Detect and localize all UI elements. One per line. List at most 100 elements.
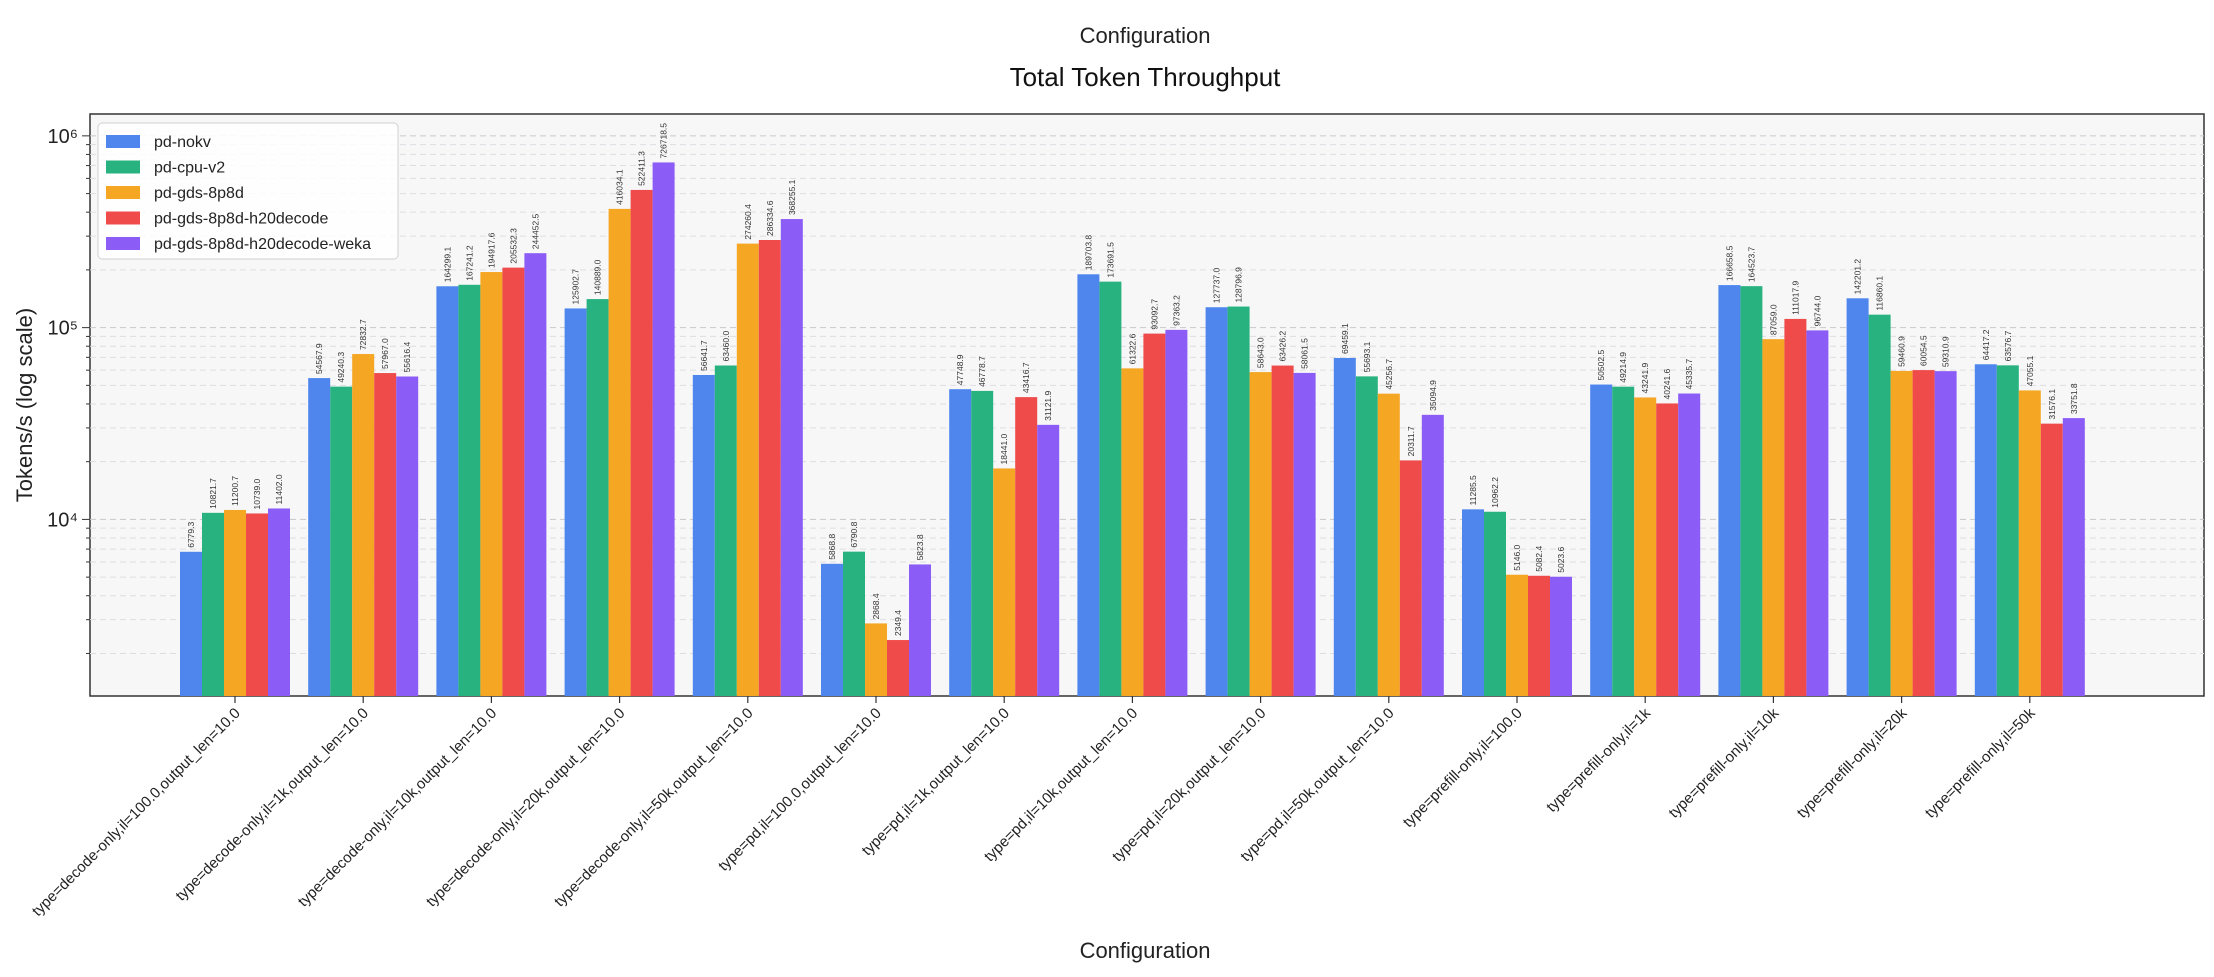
value-label: 116860.1 (1875, 276, 1885, 311)
y-tick-label: 10⁴ (47, 509, 78, 531)
x-tick-label: type=pd,il=1k,output_len=10.0 (859, 705, 1013, 859)
top-configuration-label: Configuration (1080, 23, 1211, 48)
bar-pd-gds-8p8d-h20decode-3 (630, 189, 653, 697)
bar-pd-gds-8p8d-h20decode-weka-1 (396, 376, 419, 696)
bar-pd-gds-8p8d-12 (1762, 339, 1785, 696)
bar-pd-gds-8p8d-h20decode-8 (1271, 365, 1294, 696)
y-axis-label: Tokens/s (log scale) (12, 308, 37, 502)
value-label: 49214.9 (1618, 352, 1628, 383)
value-label: 11200.7 (230, 476, 240, 506)
value-label: 56641.7 (699, 340, 709, 371)
bar-pd-gds-8p8d-h20decode-weka-3 (652, 162, 675, 696)
bar-pd-gds-8p8d-h20decode-10 (1528, 575, 1550, 696)
value-label: 61322.6 (1127, 333, 1137, 364)
value-label: 63460.0 (721, 331, 731, 362)
value-label: 5023.6 (1556, 546, 1566, 572)
bar-pd-gds-8p8d-h20decode-1 (374, 373, 397, 696)
bar-pd-gds-8p8d-9 (1377, 393, 1400, 696)
x-tick-label: type=prefill-only,il=100.0 (1400, 705, 1526, 831)
bar-pd-gds-8p8d-h20decode-2 (502, 267, 525, 696)
x-axis: type=decode-only,il=100.0,output_len=10.… (29, 696, 2039, 920)
bar-pd-gds-8p8d-h20decode-weka-9 (1421, 414, 1444, 696)
value-label: 10739.0 (252, 478, 262, 509)
bar-pd-cpu-v2-2 (458, 284, 481, 696)
bar-pd-gds-8p8d-h20decode-weka-14 (2062, 418, 2085, 696)
value-label: 45335.7 (1684, 359, 1694, 390)
value-label: 5868.8 (827, 534, 837, 560)
value-label: 60054.5 (1919, 335, 1929, 366)
bar-pd-cpu-v2-10 (1484, 511, 1506, 696)
bar-pd-gds-8p8d-h20decode-weka-12 (1806, 330, 1829, 696)
bar-pd-cpu-v2-11 (1612, 386, 1635, 696)
bar-pd-nokv-2 (436, 286, 459, 696)
value-label: 140889.0 (593, 259, 603, 295)
value-label: 97363.2 (1171, 295, 1181, 326)
bar-pd-gds-8p8d-h20decode-weka-11 (1678, 393, 1701, 696)
x-axis-label: Configuration (1080, 938, 1211, 963)
value-label: 87059.0 (1768, 304, 1778, 335)
value-label: 522411.3 (637, 151, 647, 186)
bar-pd-gds-8p8d-h20decode-weka-4 (780, 219, 803, 696)
value-label: 58643.0 (1256, 337, 1266, 368)
bar-pd-gds-8p8d-2 (480, 272, 503, 696)
value-label: 45256.7 (1384, 359, 1394, 390)
value-label: 50502.5 (1596, 350, 1606, 381)
bar-pd-gds-8p8d-h20decode-weka-6 (1037, 424, 1060, 696)
value-label: 5146.0 (1512, 544, 1522, 570)
value-labels-group: 6779.3 10821.7 11200.7 10739.0 11402.0 54567.… (186, 123, 2079, 636)
bar-pd-gds-8p8d-3 (608, 208, 631, 697)
value-label: 205532.3 (508, 228, 518, 264)
x-tick-label: type=prefill-only,il=20k (1794, 704, 1911, 821)
bar-pd-gds-8p8d-10 (1506, 574, 1528, 696)
value-label: 69459.1 (1340, 323, 1350, 354)
value-label: 416034.1 (615, 169, 625, 205)
bar-pd-nokv-0 (180, 551, 202, 696)
bar-pd-gds-8p8d-h20decode-9 (1399, 460, 1422, 696)
value-label: 40241.6 (1662, 368, 1672, 399)
bar-pd-cpu-v2-4 (714, 365, 737, 696)
value-label: 31121.9 (1043, 390, 1053, 420)
value-label: 96744.0 (1812, 295, 1822, 326)
bar-pd-gds-8p8d-0 (224, 509, 246, 696)
value-label: 93092.7 (1149, 299, 1159, 330)
value-label: 6790.8 (849, 521, 859, 547)
value-label: 2349.4 (893, 610, 903, 636)
bar-pd-gds-8p8d-5 (865, 623, 887, 696)
value-label: 47748.9 (955, 354, 965, 385)
value-label: 6779.3 (186, 522, 196, 548)
bar-pd-cpu-v2-9 (1355, 376, 1378, 696)
value-label: 55693.1 (1362, 341, 1372, 372)
bar-pd-nokv-12 (1718, 285, 1741, 696)
value-label: 43241.9 (1640, 362, 1650, 393)
value-label: 5082.4 (1534, 546, 1544, 572)
bar-pd-nokv-8 (1205, 307, 1228, 696)
value-label: 142201.2 (1853, 259, 1863, 295)
bar-pd-gds-8p8d-h20decode-0 (246, 513, 268, 696)
value-label: 11285.5 (1468, 475, 1478, 505)
bar-pd-gds-8p8d-h20decode-11 (1656, 403, 1679, 696)
bar-pd-gds-8p8d-8 (1249, 372, 1272, 696)
legend-label: pd-gds-8p8d-h20decode-weka (154, 236, 371, 253)
value-label: 166658.5 (1724, 245, 1734, 281)
bar-pd-cpu-v2-13 (1868, 314, 1891, 696)
x-tick-label: type=prefill-only,il=50k (1922, 704, 2039, 821)
bar-pd-gds-8p8d-h20decode-14 (2040, 423, 2063, 696)
bar-pd-gds-8p8d-13 (1890, 370, 1913, 696)
bar-pd-gds-8p8d-h20decode-weka-5 (909, 564, 931, 696)
bar-pd-nokv-6 (949, 389, 972, 696)
value-label: 49240.3 (336, 352, 346, 383)
x-tick-label: type=decode-only,il=20k,output_len=10.0 (423, 705, 629, 911)
bar-pd-gds-8p8d-h20decode-weka-13 (1934, 371, 1957, 696)
bar-pd-nokv-13 (1846, 298, 1869, 696)
legend-swatch-pd-gds-8p8d (106, 186, 140, 199)
bar-pd-nokv-11 (1590, 384, 1613, 696)
bar-pd-cpu-v2-1 (330, 386, 353, 696)
bar-pd-gds-8p8d-4 (736, 243, 759, 696)
bar-pd-nokv-10 (1462, 509, 1484, 696)
value-label: 127737.0 (1212, 268, 1222, 304)
bars-group (180, 162, 2085, 697)
value-label: 72832.7 (358, 319, 368, 350)
bar-pd-gds-8p8d-7 (1121, 368, 1144, 696)
value-label: 59310.9 (1941, 336, 1951, 367)
